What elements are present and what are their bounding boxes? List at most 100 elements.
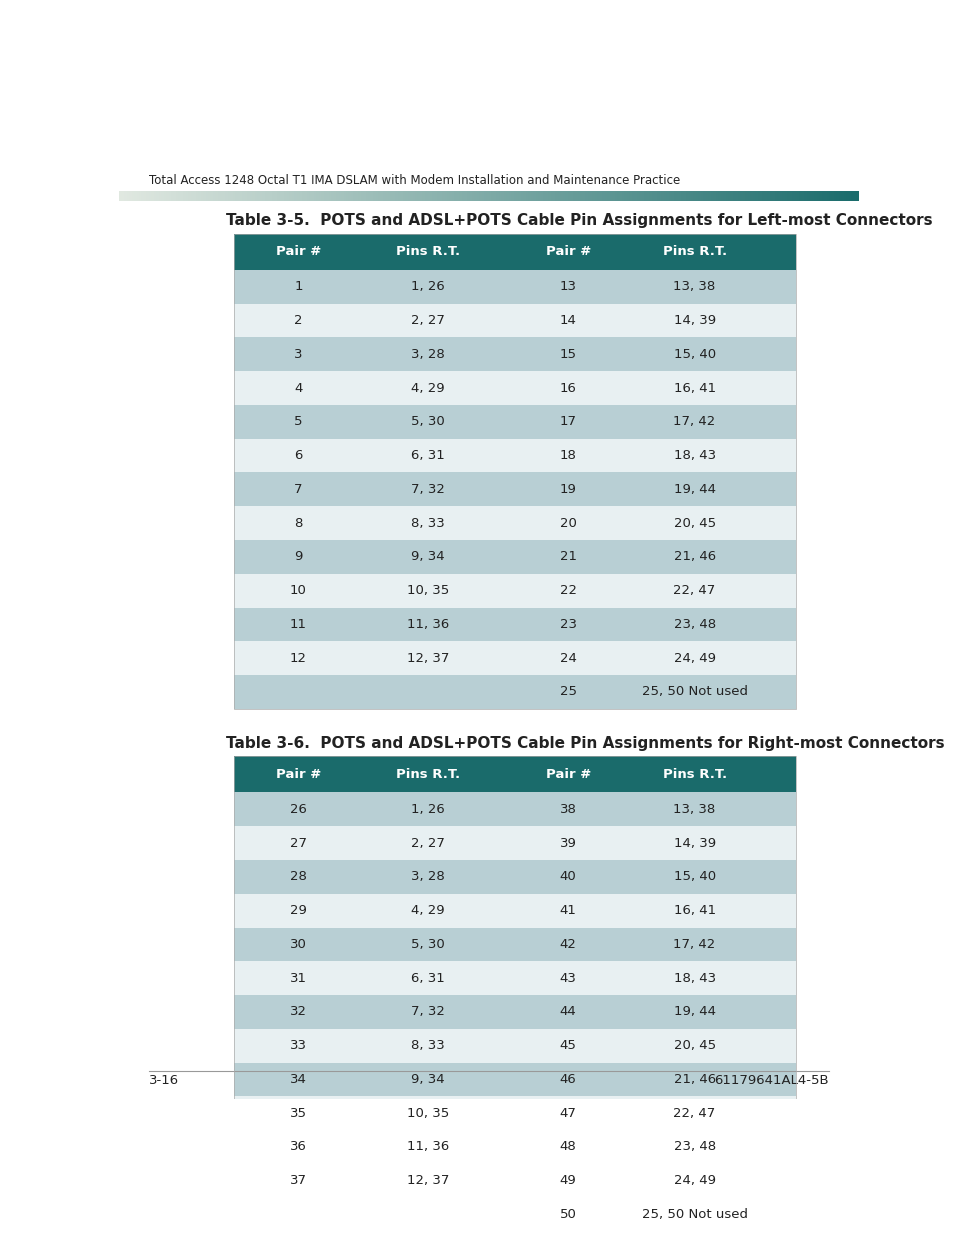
Text: 9: 9 <box>294 551 302 563</box>
Bar <box>205 191 208 200</box>
Bar <box>631 191 634 200</box>
Bar <box>388 191 390 200</box>
Text: 15, 40: 15, 40 <box>673 871 715 883</box>
Bar <box>595 191 597 200</box>
Bar <box>456 191 459 200</box>
Bar <box>621 191 624 200</box>
Bar <box>740 191 742 200</box>
Bar <box>233 676 795 709</box>
Text: 9, 34: 9, 34 <box>411 551 444 563</box>
Text: 13, 38: 13, 38 <box>673 280 715 293</box>
Bar <box>415 191 417 200</box>
Bar <box>454 191 456 200</box>
Text: 13, 38: 13, 38 <box>673 803 715 816</box>
Bar <box>500 191 503 200</box>
Text: 27: 27 <box>290 836 307 850</box>
Bar <box>198 191 200 200</box>
Text: 1, 26: 1, 26 <box>411 280 444 293</box>
Bar <box>233 995 795 1029</box>
Bar <box>718 191 720 200</box>
Bar <box>164 191 166 200</box>
Text: 4, 29: 4, 29 <box>411 904 444 918</box>
Bar <box>353 191 355 200</box>
Bar <box>211 191 213 200</box>
Bar <box>562 191 565 200</box>
Bar <box>838 191 841 200</box>
Bar <box>233 574 795 608</box>
Bar <box>254 191 257 200</box>
Text: 17: 17 <box>559 415 576 429</box>
Bar <box>233 826 795 860</box>
Text: 8: 8 <box>294 516 302 530</box>
Bar <box>496 191 498 200</box>
Bar <box>842 191 845 200</box>
Bar <box>247 191 250 200</box>
Bar <box>547 191 550 200</box>
Bar <box>233 233 795 270</box>
Text: 42: 42 <box>559 937 576 951</box>
Bar <box>570 191 572 200</box>
Bar <box>397 191 400 200</box>
Bar <box>133 191 136 200</box>
Text: Pins R.T.: Pins R.T. <box>395 768 459 781</box>
Bar <box>233 191 234 200</box>
Bar <box>233 270 795 304</box>
Bar <box>606 191 609 200</box>
Bar <box>287 191 289 200</box>
Bar <box>393 191 395 200</box>
Bar <box>582 191 584 200</box>
Text: Pair #: Pair # <box>545 768 590 781</box>
Bar <box>760 191 761 200</box>
Bar <box>422 191 424 200</box>
Text: 41: 41 <box>559 904 576 918</box>
Bar <box>228 191 230 200</box>
Text: 12, 37: 12, 37 <box>406 652 449 664</box>
Bar <box>466 191 469 200</box>
Bar <box>629 191 631 200</box>
Bar <box>474 191 476 200</box>
Bar <box>390 191 393 200</box>
Bar <box>735 191 737 200</box>
Bar <box>257 191 259 200</box>
Bar <box>742 191 744 200</box>
Bar <box>688 191 690 200</box>
Bar <box>233 405 795 438</box>
Bar <box>634 191 636 200</box>
Text: 10, 35: 10, 35 <box>406 584 448 598</box>
Bar <box>419 191 422 200</box>
Bar <box>617 191 618 200</box>
Bar <box>355 191 358 200</box>
Bar <box>749 191 752 200</box>
Bar <box>240 191 242 200</box>
Bar <box>757 191 760 200</box>
Text: 24, 49: 24, 49 <box>673 652 715 664</box>
Bar <box>806 191 808 200</box>
Bar <box>821 191 823 200</box>
Bar <box>429 191 432 200</box>
Text: 4: 4 <box>294 382 302 394</box>
Bar <box>292 191 294 200</box>
Bar <box>233 540 795 574</box>
Bar <box>508 191 511 200</box>
Bar <box>609 191 612 200</box>
Bar <box>149 191 152 200</box>
Bar <box>761 191 764 200</box>
Bar <box>432 191 435 200</box>
Text: 14, 39: 14, 39 <box>673 836 715 850</box>
Bar <box>660 191 663 200</box>
Bar <box>713 191 715 200</box>
Text: 6, 31: 6, 31 <box>411 972 444 984</box>
Bar <box>796 191 799 200</box>
Bar <box>503 191 506 200</box>
Text: 1: 1 <box>294 280 302 293</box>
Bar <box>368 191 371 200</box>
Text: 24: 24 <box>559 652 576 664</box>
Bar <box>601 191 604 200</box>
Text: 7, 32: 7, 32 <box>411 1005 444 1019</box>
Bar <box>245 191 247 200</box>
Bar <box>139 191 141 200</box>
Bar <box>823 191 825 200</box>
Text: 2, 27: 2, 27 <box>411 314 444 327</box>
Bar <box>853 191 855 200</box>
Bar <box>494 191 496 200</box>
